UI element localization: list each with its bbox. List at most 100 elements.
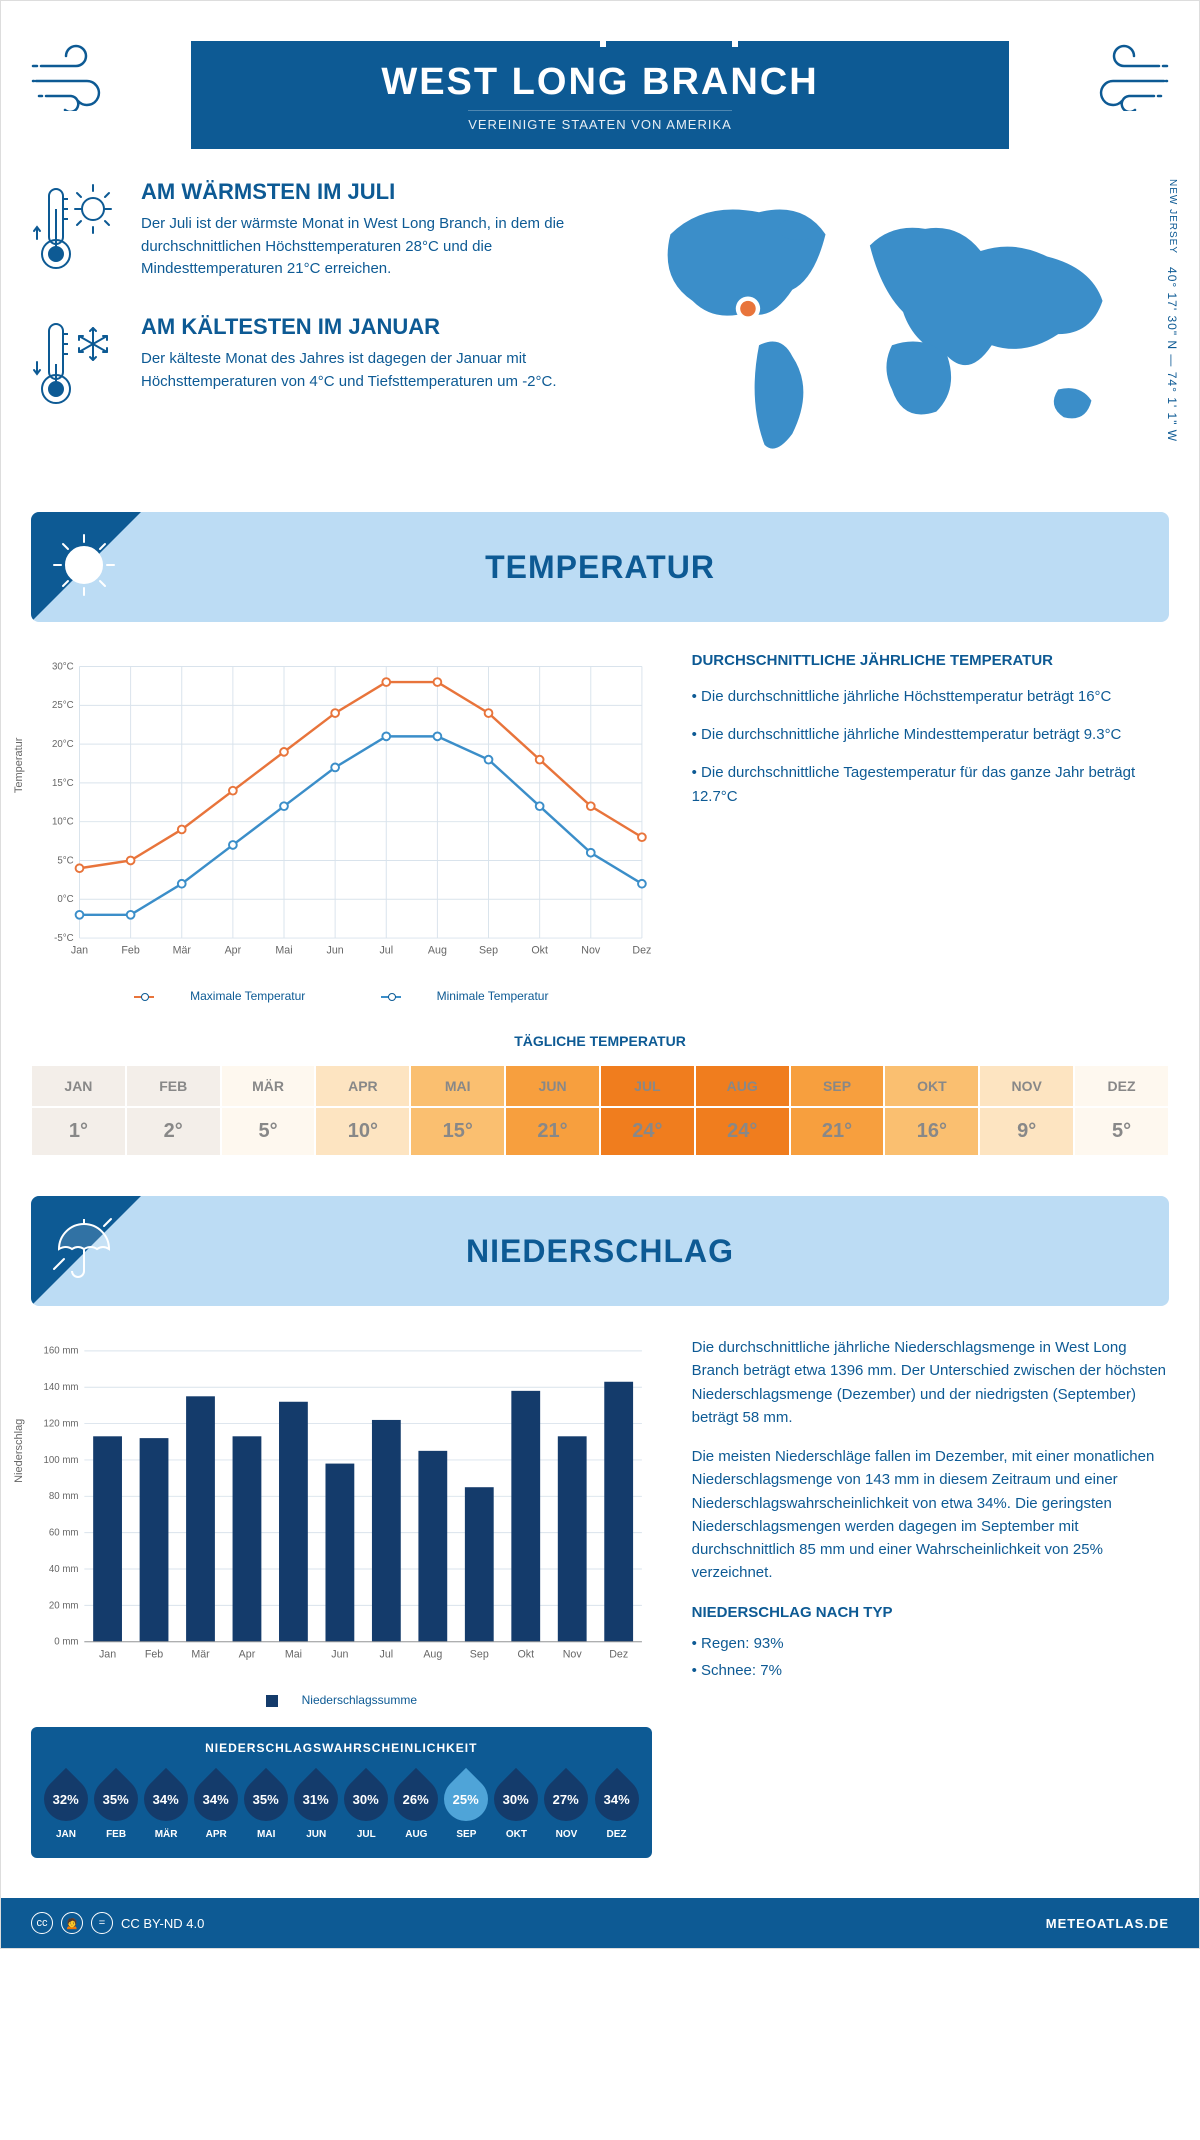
svg-text:20 mm: 20 mm [49,1600,79,1611]
prob-item: 27%NOV [544,1769,588,1840]
world-map-icon [615,179,1169,467]
daily-value: 16° [884,1107,979,1156]
by-icon: 🙍 [61,1912,83,1934]
temp-bullet: • Die durchschnittliche jährliche Höchst… [692,685,1169,709]
daily-month: DEZ [1074,1065,1169,1107]
svg-text:Dez: Dez [609,1648,628,1660]
svg-text:80 mm: 80 mm [49,1491,79,1502]
prob-item: 35%MAI [244,1769,288,1840]
svg-text:140 mm: 140 mm [44,1382,79,1393]
svg-text:Aug: Aug [428,945,447,957]
umbrella-icon [49,1214,119,1289]
coldest-feature: AM KÄLTESTEN IM JANUAR Der kälteste Mona… [31,314,585,419]
precipitation-heading: NIEDERSCHLAG [466,1233,734,1270]
svg-text:Dez: Dez [632,945,651,957]
svg-text:15°C: 15°C [52,778,74,789]
svg-text:Feb: Feb [121,945,139,957]
page-subtitle: VEREINIGTE STAATEN VON AMERIKA [468,110,732,132]
svg-text:10°C: 10°C [52,817,74,828]
daily-value: 2° [126,1107,221,1156]
site-name: METEOATLAS.DE [1046,1916,1169,1931]
temp-chart-legend: Maximale Temperatur Minimale Temperatur [31,989,652,1003]
title-banner: WEST LONG BRANCH VEREINIGTE STAATEN VON … [191,41,1009,149]
precip-chart-legend: Niederschlagssumme [31,1693,652,1707]
prob-item: 30%JUL [344,1769,388,1840]
precip-type-title: NIEDERSCHLAG NACH TYP [692,1601,1169,1624]
daily-month: NOV [979,1065,1074,1107]
wind-icon-right [1089,41,1169,116]
warmest-feature: AM WÄRMSTEN IM JULI Der Juli ist der wär… [31,179,585,284]
temperature-section-header: TEMPERATUR [31,512,1169,622]
wind-icon-left [31,41,111,116]
prob-item: 30%OKT [494,1769,538,1840]
svg-text:20°C: 20°C [52,739,74,750]
svg-text:25°C: 25°C [52,700,74,711]
daily-month: AUG [695,1065,790,1107]
sun-icon [49,530,119,605]
daily-value: 21° [790,1107,885,1156]
svg-text:Aug: Aug [423,1648,442,1660]
daily-month: SEP [790,1065,885,1107]
svg-text:Jan: Jan [99,1648,116,1660]
daily-month: JUN [505,1065,600,1107]
prob-item: 26%AUG [394,1769,438,1840]
daily-value: 5° [1074,1107,1169,1156]
svg-text:Mär: Mär [191,1648,210,1660]
svg-text:60 mm: 60 mm [49,1528,79,1539]
drop-icon: 34% [144,1769,188,1823]
svg-text:30°C: 30°C [52,662,74,673]
precipitation-section-header: NIEDERSCHLAG [31,1196,1169,1306]
svg-text:Sep: Sep [470,1648,489,1660]
daily-value: 15° [410,1107,505,1156]
cc-icon: cc [31,1912,53,1934]
svg-text:120 mm: 120 mm [44,1419,79,1430]
precipitation-bar-chart: Niederschlag 0 mm20 mm40 mm60 mm80 mm100… [31,1336,652,1681]
prob-title: NIEDERSCHLAGSWAHRSCHEINLICHKEIT [41,1741,642,1755]
svg-text:160 mm: 160 mm [44,1346,79,1357]
daily-month: FEB [126,1065,221,1107]
svg-text:Sep: Sep [479,945,498,957]
daily-value: 1° [31,1107,126,1156]
svg-text:Mär: Mär [173,945,192,957]
svg-text:Jan: Jan [71,945,88,957]
drop-icon: 30% [494,1769,538,1823]
svg-text:Jul: Jul [380,1648,394,1660]
daily-value: 24° [695,1107,790,1156]
daily-month: APR [315,1065,410,1107]
daily-month: JAN [31,1065,126,1107]
coldest-text: Der kälteste Monat des Jahres ist dagege… [141,348,585,393]
daily-temp-title: TÄGLICHE TEMPERATUR [31,1033,1169,1049]
drop-icon: 34% [194,1769,238,1823]
svg-text:0 mm: 0 mm [54,1637,78,1648]
svg-text:Okt: Okt [531,945,548,957]
daily-month: OKT [884,1065,979,1107]
svg-text:Nov: Nov [581,945,601,957]
thermometer-snow-icon [31,314,121,419]
drop-icon: 27% [544,1769,588,1823]
daily-value: 9° [979,1107,1074,1156]
temp-info-title: DURCHSCHNITTLICHE JÄHRLICHE TEMPERATUR [692,652,1169,669]
prob-item: 25%SEP [444,1769,488,1840]
precip-chart-ylabel: Niederschlag [13,1418,25,1482]
temp-bullet: • Die durchschnittliche jährliche Mindes… [692,723,1169,747]
page-footer: cc 🙍 = CC BY-ND 4.0 METEOATLAS.DE [1,1898,1199,1948]
drop-icon: 30% [344,1769,388,1823]
daily-value: 21° [505,1107,600,1156]
drop-icon: 31% [294,1769,338,1823]
drop-icon: 25% [444,1769,488,1823]
nd-icon: = [91,1912,113,1934]
svg-text:40 mm: 40 mm [49,1564,79,1575]
svg-text:Jun: Jun [331,1648,348,1660]
precip-para-1: Die durchschnittliche jährliche Niedersc… [692,1336,1169,1429]
drop-icon: 26% [394,1769,438,1823]
prob-item: 32%JAN [44,1769,88,1840]
svg-text:Nov: Nov [563,1648,583,1660]
temperature-heading: TEMPERATUR [485,549,715,586]
daily-temperature-table: TÄGLICHE TEMPERATUR JANFEBMÄRAPRMAIJUNJU… [31,1033,1169,1156]
svg-text:Mai: Mai [275,945,292,957]
page-title: WEST LONG BRANCH [191,61,1009,104]
daily-value: 10° [315,1107,410,1156]
svg-text:Jun: Jun [327,945,344,957]
precip-type-bullet: • Regen: 93% [692,1632,1169,1655]
drop-icon: 34% [595,1769,639,1823]
